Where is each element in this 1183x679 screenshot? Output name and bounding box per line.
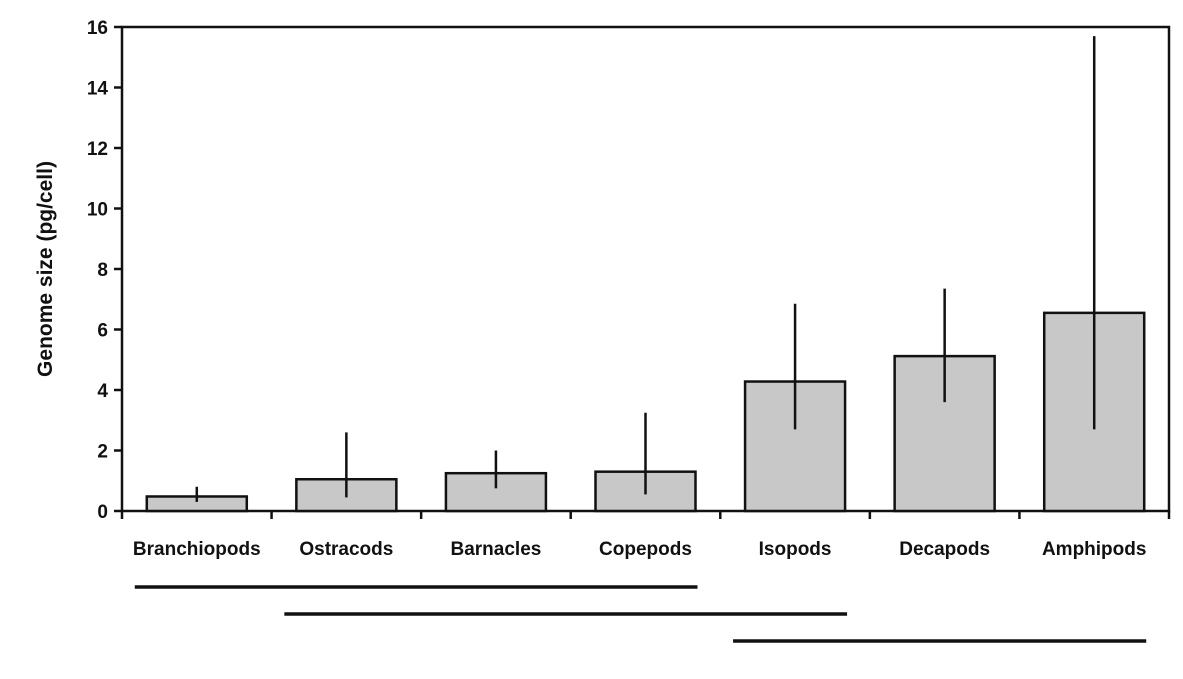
category-label: Ostracods xyxy=(299,539,393,560)
y-tick-label: 12 xyxy=(87,139,108,160)
y-tick-label: 16 xyxy=(87,18,108,39)
y-tick-label: 6 xyxy=(97,321,108,342)
y-tick-label: 8 xyxy=(97,260,108,281)
category-label: Barnacles xyxy=(451,539,542,560)
category-label: Amphipods xyxy=(1042,539,1147,560)
x-axis-labels: Branchiopods Ostracods Barnacles Copepods Is… xyxy=(133,539,1147,560)
y-tick-label: 0 xyxy=(97,502,108,523)
grouping-lines xyxy=(134,585,1147,643)
y-tick-label: 4 xyxy=(97,381,108,402)
y-tick-label: 10 xyxy=(87,200,108,221)
y-tick-label: 14 xyxy=(87,79,109,100)
y-tick-label: 2 xyxy=(97,442,108,463)
category-label: Decapods xyxy=(899,539,990,560)
category-label: Isopods xyxy=(759,539,832,560)
y-axis-ticks: 0 2 4 6 8 10 12 14 16 xyxy=(87,18,1171,523)
error-bars xyxy=(195,36,1096,502)
y-axis-title: Genome size (pg/cell) xyxy=(34,161,57,377)
category-label: Copepods xyxy=(599,539,692,560)
category-label: Branchiopods xyxy=(133,539,261,560)
